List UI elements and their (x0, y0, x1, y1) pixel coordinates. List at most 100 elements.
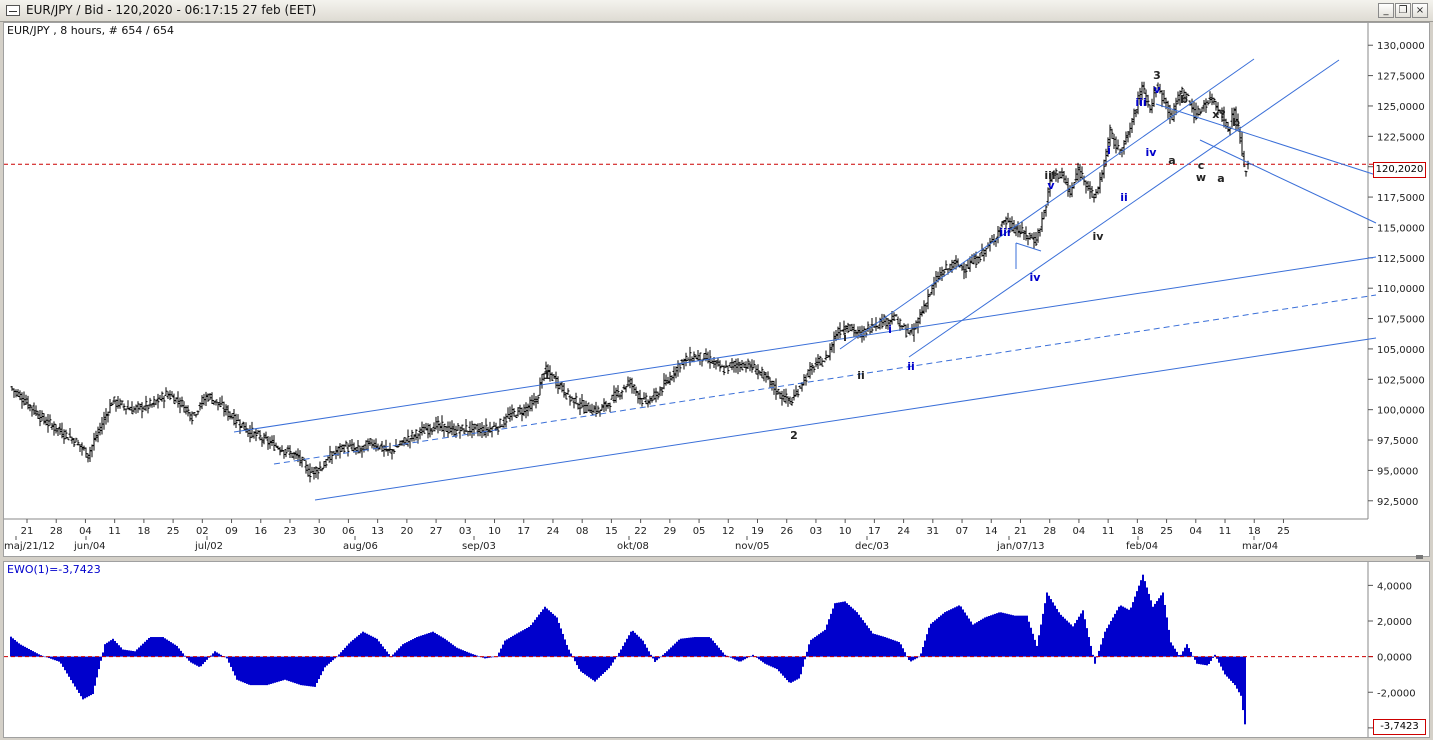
month-label: jul/02 (194, 541, 223, 552)
month-label: jun/04 (73, 541, 106, 552)
ewo-bar (658, 656, 660, 659)
ewo-bar (594, 656, 596, 682)
wave-label: v (1153, 83, 1161, 96)
ewo-bar (58, 656, 60, 662)
ewo-bar (1092, 654, 1094, 657)
ewo-bar (1078, 616, 1080, 657)
ewo-bar (422, 635, 424, 657)
ewo-bar (1128, 609, 1130, 657)
ewo-bar (764, 656, 766, 664)
time-tick-label: 11 (1219, 526, 1232, 537)
ewo-bar (996, 613, 998, 657)
ewo-bar (48, 656, 50, 659)
price-tick-label: 107,5000 (1377, 315, 1425, 326)
time-tick-label: 10 (488, 526, 501, 537)
ewo-bar (636, 634, 638, 657)
ewo-bar (1074, 623, 1076, 657)
ewo-bar (1064, 618, 1066, 657)
ewo-bar (584, 656, 586, 675)
ewo-bar (662, 654, 664, 657)
close-button[interactable]: × (1412, 3, 1428, 18)
ewo-bar (562, 633, 564, 657)
ewo-bar (22, 645, 24, 657)
ewo-bar (778, 656, 780, 672)
ewo-bar (32, 651, 34, 657)
ewo-bar (670, 647, 672, 657)
ewo-bar (1240, 656, 1242, 696)
ewo-bar (730, 656, 732, 658)
time-tick-label: 28 (1043, 526, 1056, 537)
ewo-bar (524, 629, 526, 657)
panel-divider-handle[interactable] (1416, 555, 1423, 559)
ewo-bar (418, 636, 420, 657)
ewo-bar (154, 637, 156, 657)
time-tick-label: 06 (342, 526, 355, 537)
wave-label: x? (1212, 108, 1225, 121)
ewo-bar (50, 656, 52, 659)
restore-button[interactable]: ❐ (1395, 3, 1411, 18)
wave-label: 3 (1153, 69, 1161, 82)
price-tick-label: 105,0000 (1377, 345, 1425, 356)
ewo-bar (1110, 621, 1112, 657)
ewo-bar (990, 615, 992, 657)
ewo-bar (144, 641, 146, 657)
ewo-bar (958, 605, 960, 657)
time-tick-label: 21 (21, 526, 34, 537)
wave-label: iii (999, 226, 1010, 239)
ewo-bar (96, 656, 98, 678)
ewo-bar (264, 656, 266, 686)
ewo-bar (566, 644, 568, 657)
ewo-bar (10, 636, 12, 657)
ewo-bar (644, 644, 646, 657)
month-label: mar/04 (1242, 541, 1278, 552)
ewo-bar (588, 656, 590, 678)
ewo-bar (36, 653, 38, 657)
ewo-bar (164, 638, 166, 657)
ewo-bar (1104, 631, 1106, 657)
ewo-bar (1152, 606, 1154, 657)
ewo-bar (272, 656, 274, 684)
ewo-bar (1036, 645, 1038, 657)
ewo-bar (280, 656, 282, 681)
ewo-bar (300, 656, 302, 686)
price-chart-panel[interactable]: 130,0000127,5000125,0000122,5000120,0000… (3, 22, 1430, 557)
ewo-bar (962, 609, 964, 657)
ewo-bar (502, 644, 504, 657)
ewo-bar (642, 640, 644, 657)
ewo-bar (596, 656, 598, 680)
ewo-bar (1174, 648, 1176, 657)
ewo-bar (1002, 612, 1004, 657)
wave-label: i (1107, 144, 1111, 157)
ewo-bar (1070, 624, 1072, 657)
ewo-bar (342, 650, 344, 657)
ewo-bar (68, 656, 70, 677)
ewo-bar (432, 631, 434, 657)
ewo-bar (702, 637, 704, 657)
ewo-bar (1178, 655, 1180, 657)
ewo-bar (238, 656, 240, 681)
ewo-bar (66, 656, 68, 674)
ewo-bar (526, 627, 528, 657)
ewo-bar (334, 656, 336, 659)
ewo-bar (388, 654, 390, 657)
wave-label: iii (1135, 96, 1146, 109)
time-tick-label: 12 (722, 526, 735, 537)
ewo-bar (736, 656, 738, 661)
ewo-bar (276, 656, 278, 683)
ewo-bar (872, 633, 874, 657)
ewo-bar (204, 656, 206, 662)
minimize-button[interactable]: _ (1378, 3, 1394, 18)
ewo-bar (820, 632, 822, 657)
ewo-bar (1222, 656, 1224, 671)
ewo-bar (984, 617, 986, 657)
ewo-bar (370, 635, 372, 657)
ewo-bar (696, 637, 698, 657)
ewo-bar (482, 656, 484, 658)
ewo-bar (364, 632, 366, 657)
ewo-bar (448, 641, 450, 657)
ewo-bar (174, 644, 176, 657)
ewo-bar (356, 636, 358, 657)
ewo-bar (306, 656, 308, 686)
ewo-bar (338, 654, 340, 657)
